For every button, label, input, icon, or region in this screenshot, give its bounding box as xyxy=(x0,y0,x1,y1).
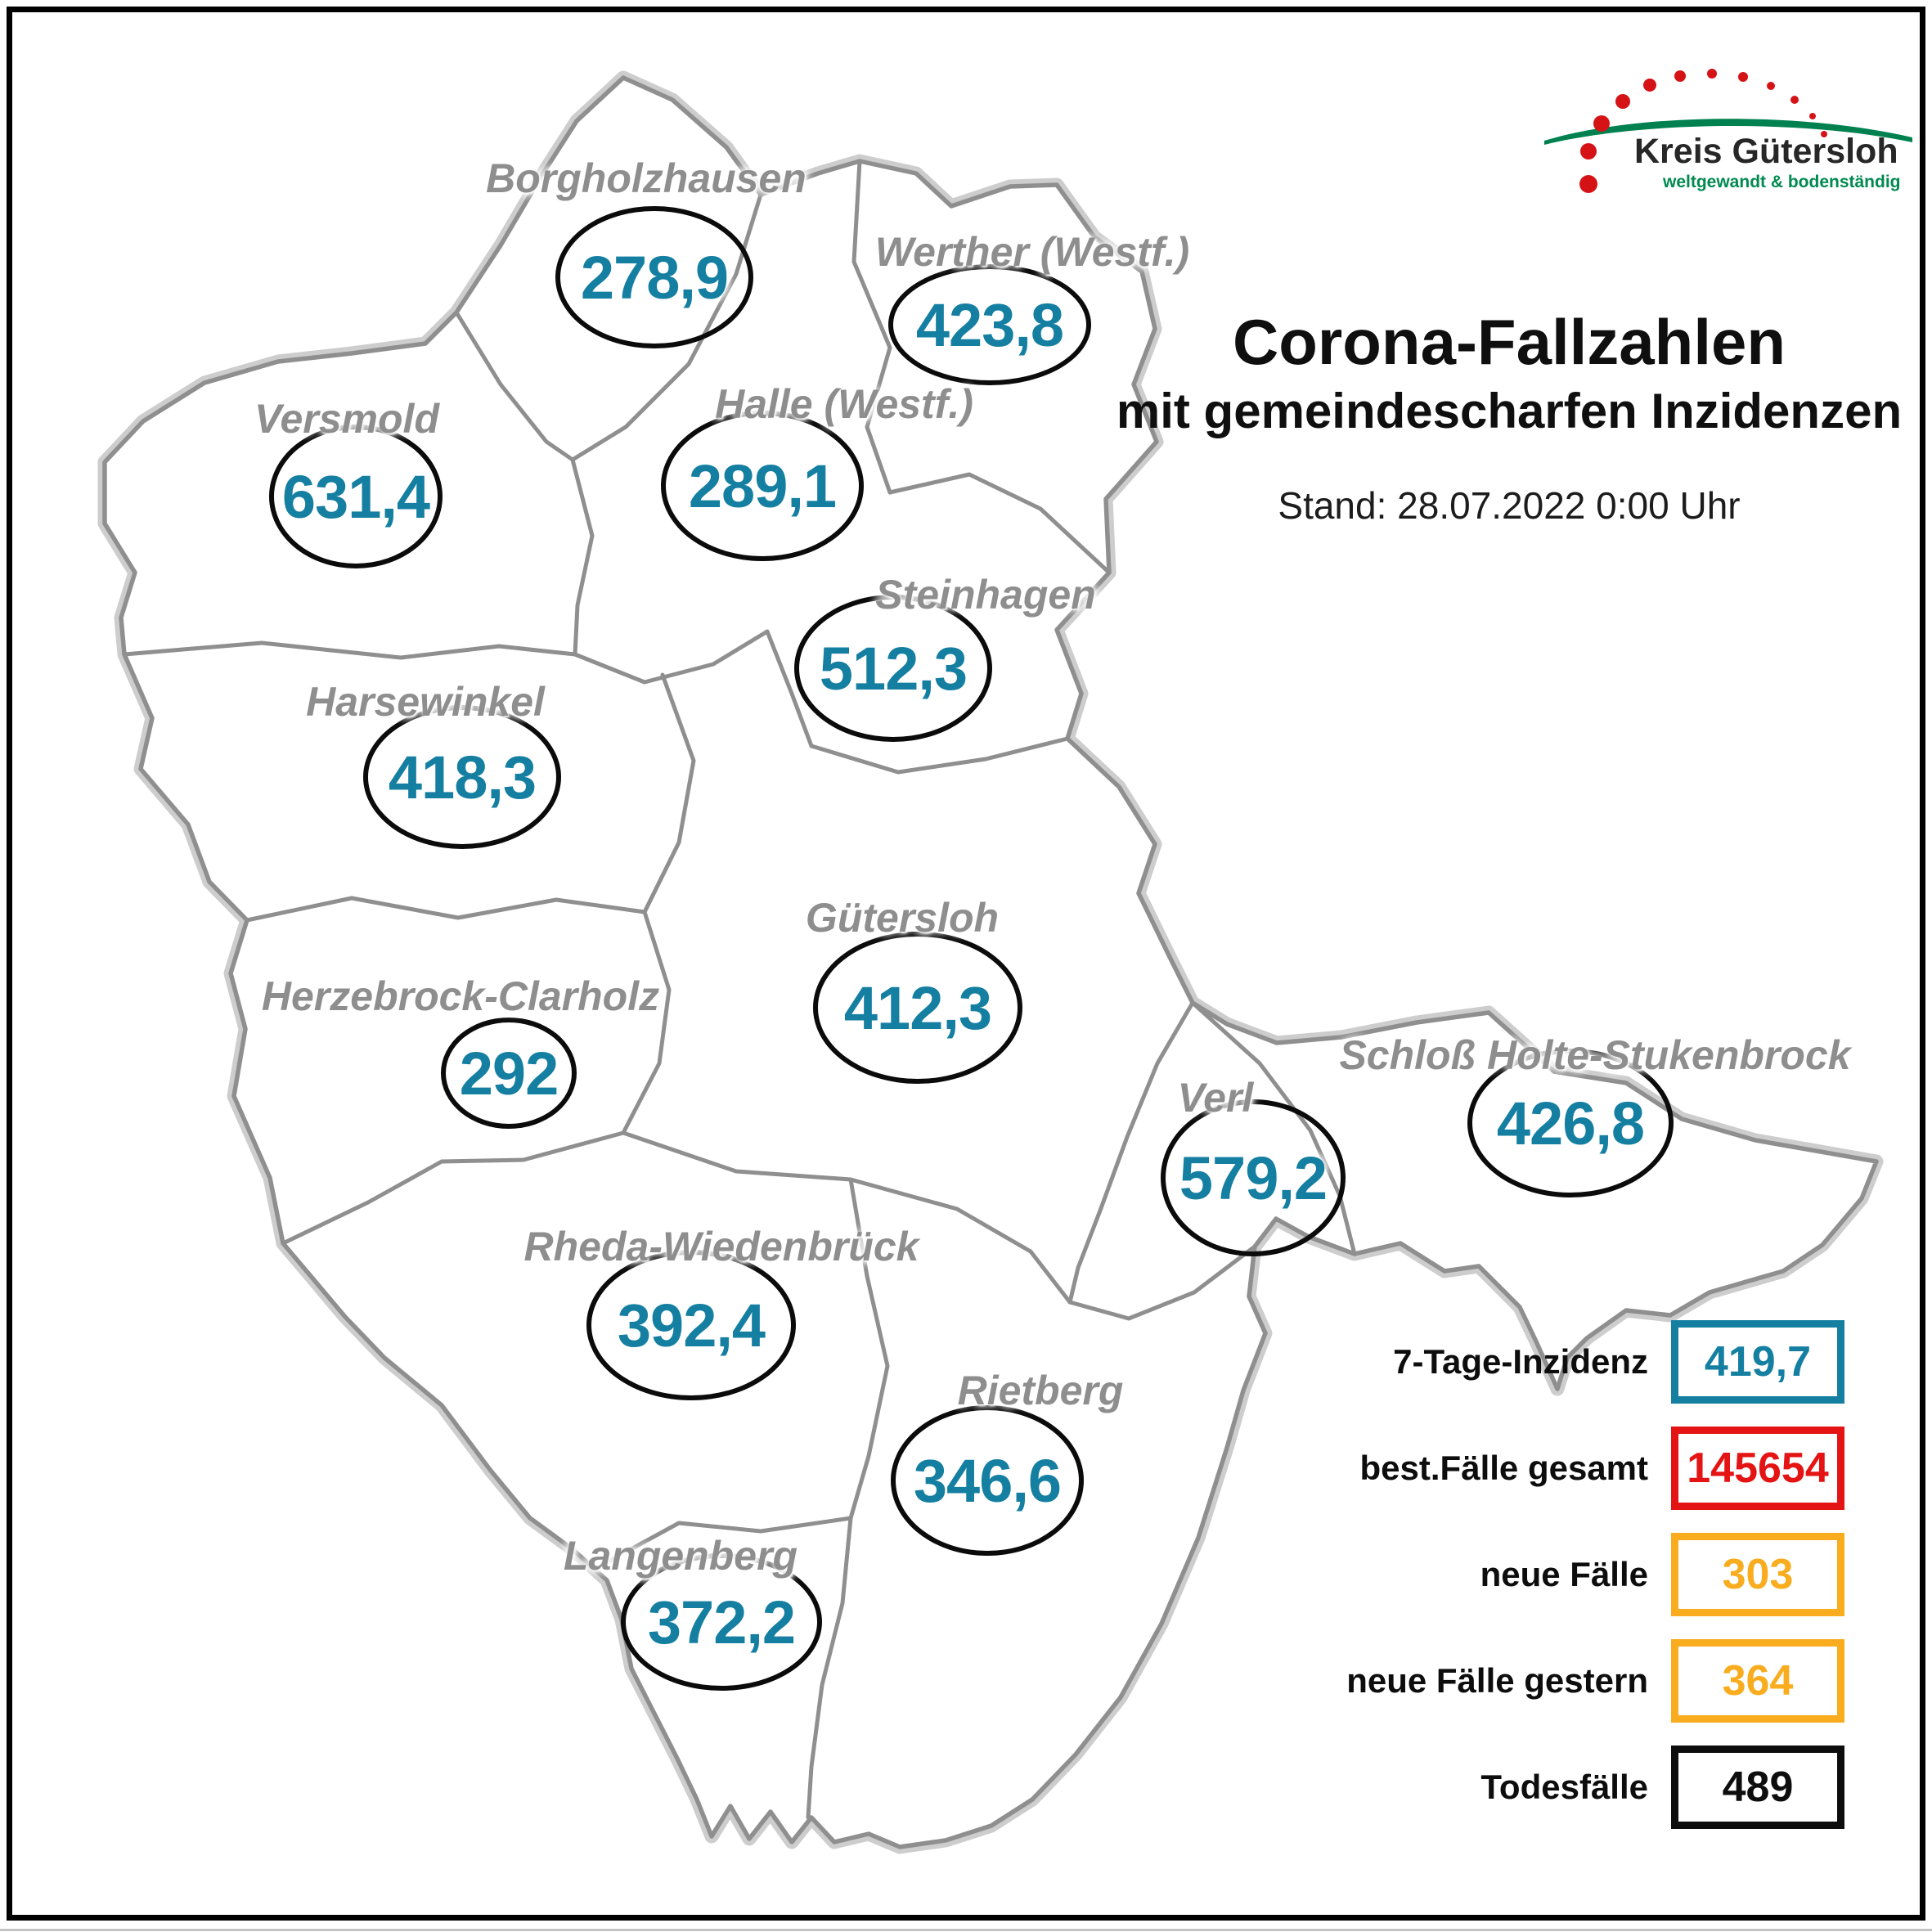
bottom-edge-line xyxy=(0,1929,1932,1931)
incidence-ellipse: 292 xyxy=(441,1018,577,1129)
border-steinhagen-sued xyxy=(809,736,1070,775)
incidence-value: 426,8 xyxy=(1496,1089,1645,1157)
legend-label: neue Fälle xyxy=(1480,1555,1648,1593)
legend-value-box: 489 xyxy=(1671,1746,1844,1829)
incidence-ellipse: 392,4 xyxy=(586,1250,796,1400)
incidence-ellipse: 289,1 xyxy=(661,411,864,561)
municipal-borders xyxy=(122,159,1357,1820)
border-guetersloh-sued xyxy=(621,1130,1072,1305)
legend-value-box: 419,7 xyxy=(1671,1320,1844,1404)
municipality-label: Schloß Holte-Stukenbrock xyxy=(1339,1032,1851,1078)
incidence-value: 418,3 xyxy=(388,743,537,811)
logo-red-dots-arc-icon xyxy=(1579,69,1827,193)
legend-label: neue Fälle gestern xyxy=(1346,1661,1648,1700)
border-herzebrock-ost xyxy=(621,910,672,1135)
border-halle-guetersloh xyxy=(573,629,770,685)
incidence-ellipse: 412,3 xyxy=(813,932,1022,1084)
border-rheda-rietberg xyxy=(848,1177,890,1521)
incidence-ellipse: 426,8 xyxy=(1467,1049,1674,1197)
legend-label: Todesfälle xyxy=(1480,1768,1648,1806)
legend: 7-Tage-Inzidenz 419,7 best.Fälle gesamt 145… xyxy=(1129,1320,1844,1852)
incidence-value: 289,1 xyxy=(688,452,837,520)
legend-row: 7-Tage-Inzidenz 419,7 xyxy=(1129,1320,1844,1404)
incidence-ellipse: 346,6 xyxy=(891,1405,1084,1556)
municipality-label: Rietberg xyxy=(957,1368,1124,1413)
border-verl-rietberg xyxy=(1067,1244,1257,1321)
incidence-ellipse: 423,8 xyxy=(888,264,1091,385)
incidence-ellipse: 631,4 xyxy=(269,425,443,568)
logo-name: Kreis Gütersloh xyxy=(1634,132,1898,171)
legend-value: 145654 xyxy=(1687,1445,1829,1492)
kreis-guetersloh-logo: Kreis Gütersloh weltgewandt & bodenständ… xyxy=(1538,61,1930,204)
legend-row: best.Fälle gesamt 145654 xyxy=(1129,1427,1844,1510)
municipality-label: Herzebrock-Clarholz xyxy=(261,973,660,1019)
border-versmold-halle xyxy=(570,457,595,657)
municipality-label: Harsewinkel xyxy=(306,679,545,725)
legend-row: neue Fälle 303 xyxy=(1129,1533,1844,1616)
logo-graphic xyxy=(1544,69,1912,193)
title-block: Corona-Fallzahlen mit gemeindescharfen I… xyxy=(1088,306,1930,528)
incidence-value: 392,4 xyxy=(617,1291,766,1359)
incidence-value: 346,6 xyxy=(913,1446,1062,1515)
incidence-value: 631,4 xyxy=(281,462,430,531)
border-versmold-borgholzhausen xyxy=(454,310,575,462)
border-werther-steinhagen xyxy=(887,472,1112,575)
incidence-value: 423,8 xyxy=(915,290,1064,359)
page-title: Corona-Fallzahlen xyxy=(1232,306,1786,378)
border-steinhagen-west xyxy=(765,629,814,748)
legend-row: neue Fälle gestern 364 xyxy=(1129,1639,1844,1723)
incidence-ellipse: 512,3 xyxy=(794,595,992,742)
logo-tagline: weltgewandt & bodenständig xyxy=(1663,173,1901,191)
municipality-label: Versmold xyxy=(254,396,440,442)
border-rheda-langenberg xyxy=(604,1516,853,1565)
legend-label: 7-Tage-Inzidenz xyxy=(1393,1342,1648,1381)
border-harsewinkel-herzebrock xyxy=(245,896,647,923)
municipality-label: Halle (Westf.) xyxy=(715,381,973,427)
legend-value: 419,7 xyxy=(1704,1338,1812,1386)
border-langenberg-rietberg xyxy=(806,1516,853,1820)
page-subtitle: mit gemeindescharfen Inzidenzen xyxy=(1116,383,1903,438)
incidence-ellipse: 418,3 xyxy=(363,705,561,849)
legend-value-box: 145654 xyxy=(1671,1427,1844,1510)
incidence-value: 412,3 xyxy=(843,973,992,1042)
legend-value: 489 xyxy=(1722,1764,1794,1811)
legend-value: 364 xyxy=(1722,1657,1794,1705)
municipality-label: Gütersloh xyxy=(805,895,1000,941)
incidence-ellipse: 372,2 xyxy=(621,1553,822,1691)
legend-row: Todesfälle 489 xyxy=(1129,1746,1844,1829)
border-versmold-harsewinkel xyxy=(122,640,577,660)
municipality-label: Verl xyxy=(1177,1075,1254,1121)
municipality-label: Werther (Westf.) xyxy=(874,229,1190,275)
incidence-ellipse: 278,9 xyxy=(555,206,753,348)
municipality-label: Steinhagen xyxy=(875,572,1096,618)
municipality-label: Rheda-Wiedenbrück xyxy=(523,1224,919,1269)
legend-value-box: 303 xyxy=(1671,1533,1844,1616)
incidence-value: 292 xyxy=(459,1039,559,1108)
data-timestamp: Stand: 28.07.2022 0:00 Uhr xyxy=(1278,483,1741,527)
border-herzebrock-rheda xyxy=(281,1130,626,1246)
border-harsewinkel-guetersloh xyxy=(642,672,696,914)
legend-value: 303 xyxy=(1722,1551,1794,1598)
border-werther-halle xyxy=(851,159,892,495)
incidence-value: 278,9 xyxy=(580,243,729,312)
incidence-value: 579,2 xyxy=(1179,1143,1328,1212)
legend-value-box: 364 xyxy=(1671,1639,1844,1723)
legend-label: best.Fälle gesamt xyxy=(1359,1449,1648,1487)
municipality-label: Borgholzhausen xyxy=(486,155,806,201)
incidence-ellipse: 579,2 xyxy=(1161,1099,1346,1256)
municipality-label: Langenberg xyxy=(563,1533,798,1579)
border-guetersloh-verl xyxy=(1067,1000,1195,1305)
incidence-value: 372,2 xyxy=(647,1588,796,1656)
incidence-value: 512,3 xyxy=(819,634,968,703)
logo-green-swoosh-icon xyxy=(1544,119,1912,145)
